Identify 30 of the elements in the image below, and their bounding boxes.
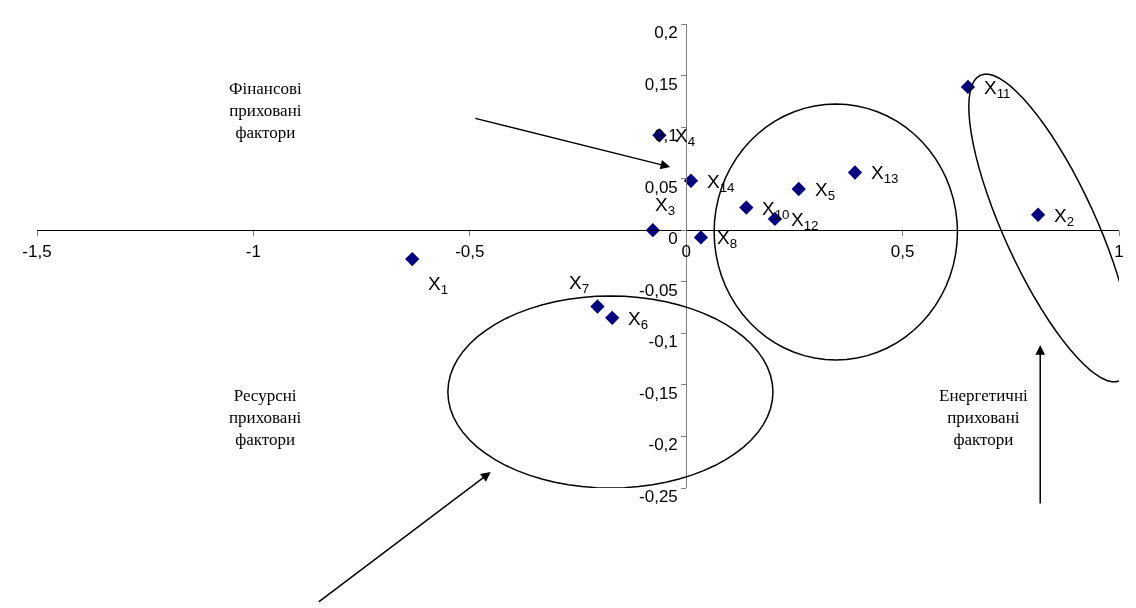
y-tick-label: -0,15 <box>639 383 678 403</box>
y-tick-label: 0,2 <box>654 22 678 42</box>
annotation: X$_{8}$ <box>717 227 738 251</box>
annotation: X$_{14}$ <box>707 171 735 195</box>
x-tick-label: 0 <box>681 241 691 261</box>
annotation: X$_{2}$ <box>1054 205 1075 229</box>
x-tick-label: 1 <box>1114 241 1124 261</box>
annotation: X$_{3}$ <box>655 194 676 218</box>
annotation: Фінансові приховані фактори <box>229 79 302 143</box>
annotation: X$_{5}$ <box>815 179 836 203</box>
annotation: X$_{11}$ <box>984 77 1011 101</box>
annotation: X$_{10}$ <box>762 198 790 222</box>
x-tick-label: -1,5 <box>22 241 52 261</box>
annotation: Енергетичні приховані фактори <box>939 386 1028 450</box>
y-tick-label: 0,05 <box>644 177 678 197</box>
annotation: X$_{6}$ <box>628 308 649 332</box>
annotation: X$_{13}$ <box>871 162 899 186</box>
annotation: X$_{1}$ <box>428 273 449 297</box>
x-tick-label: 0,5 <box>890 241 915 261</box>
x-tick-label: -1 <box>245 241 261 261</box>
annotation: X$_{7}$ <box>569 272 590 296</box>
annotation: X$_{4}$ <box>675 125 696 149</box>
x-tick-label: -0,5 <box>455 241 485 261</box>
y-tick-label: -0,05 <box>639 280 678 300</box>
annotation: X$_{12}$ <box>791 209 819 233</box>
y-tick-label: -0,25 <box>639 486 678 506</box>
y-tick-label: -0,1 <box>648 332 678 352</box>
y-tick-label: -0,2 <box>648 435 678 455</box>
y-tick-label: 0,15 <box>644 74 678 94</box>
annotation: Ресурсні приховані фактори <box>229 386 302 450</box>
